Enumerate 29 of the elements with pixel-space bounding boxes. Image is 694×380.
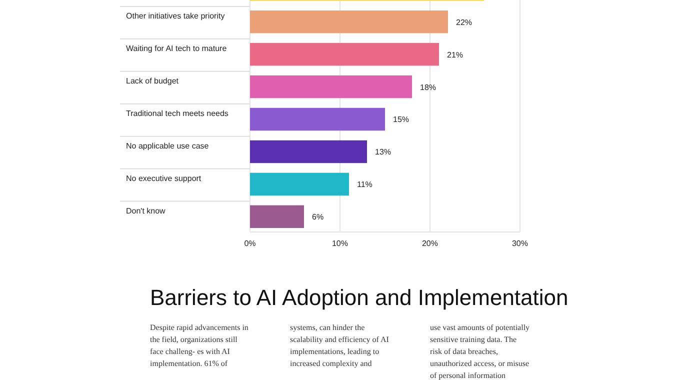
- text: Despite rapid advancements in the field, organizations still face challeng- es with AI implementation. 61% of: [150, 323, 248, 368]
- data-label: 18%: [420, 82, 436, 92]
- bar: [250, 108, 385, 131]
- y-tick-label: Waiting for AI tech to mature: [126, 44, 228, 53]
- text: Barriers to AI Adoption and Implementation: [150, 285, 568, 310]
- text: systems, can hinder the scalability and efficiency of AI implementations, leading to increased complexity and: [290, 323, 390, 368]
- y-tick-label: No applicable use case: [126, 141, 210, 150]
- bar: [250, 10, 448, 34]
- bar: [250, 205, 304, 228]
- y-tick-label: Other initiatives take priority: [126, 11, 225, 20]
- x-tick-label: 10%: [332, 239, 348, 248]
- x-tick-label: 0%: [244, 239, 256, 248]
- text: use vast amounts of potentially sensitive training data. The risk of data breaches, unauthorized access, or misuse of personal information: [430, 323, 530, 380]
- data-label: 15%: [393, 115, 410, 124]
- y-tick-label: Lack of budget: [126, 76, 180, 86]
- data-label: 11%: [357, 180, 372, 190]
- bar: [250, 42, 439, 66]
- data-label: 21%: [447, 50, 464, 60]
- bar: [250, 172, 349, 196]
- data-label: 6%: [312, 212, 324, 222]
- y-tick-label: Traditional tech meets needs: [126, 108, 228, 118]
- x-tick-label: 30%: [512, 239, 528, 248]
- y-tick-label: Don't know: [126, 206, 166, 216]
- x-tick-label: 20%: [422, 239, 438, 248]
- data-label: 13%: [375, 148, 392, 157]
- bar: [250, 75, 412, 98]
- y-tick-label: No executive support: [126, 174, 202, 183]
- data-label: 22%: [456, 18, 472, 27]
- bar: [250, 140, 367, 164]
